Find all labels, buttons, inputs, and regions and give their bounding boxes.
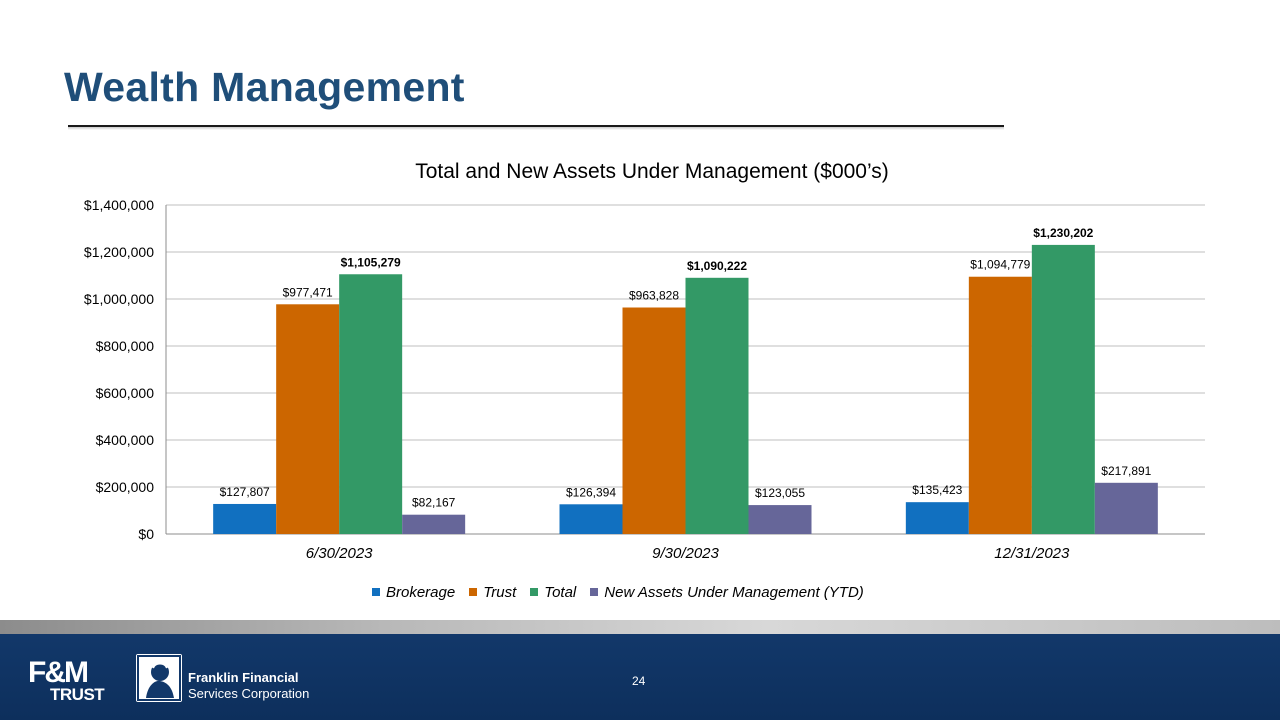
fm-logo-mark: F&M [28, 656, 89, 689]
legend-item: Brokerage [372, 584, 455, 601]
franklin-name-line2: Services Corporation [188, 686, 310, 701]
fm-trust-logo: F&M TRUST [28, 658, 120, 704]
y-tick-label: $1,400,000 [84, 197, 154, 213]
fm-logo-sub: TRUST [50, 685, 105, 704]
y-tick-label: $200,000 [96, 479, 155, 495]
title-divider-shadow [68, 127, 1004, 130]
x-tick-label: 12/31/2023 [994, 545, 1070, 562]
footer: F&M TRUST Franklin Financial Services Co… [0, 634, 1280, 720]
franklin-seal-icon [136, 654, 182, 702]
bar [402, 514, 466, 534]
data-label: $123,055 [755, 486, 805, 500]
franklin-financial-name: Franklin Financial Services Corporation [188, 670, 309, 702]
legend-item: New Assets Under Management (YTD) [590, 584, 864, 601]
slide-title: Wealth Management [64, 64, 465, 110]
x-tick-label: 6/30/2023 [306, 545, 373, 562]
bar [276, 304, 340, 534]
data-label: $977,471 [283, 285, 333, 299]
legend-label: New Assets Under Management (YTD) [604, 583, 864, 601]
data-label: $127,807 [220, 485, 270, 499]
data-label: $82,167 [412, 496, 456, 510]
data-label: $1,090,222 [687, 259, 747, 273]
legend-swatch [590, 588, 599, 596]
bar [748, 505, 812, 534]
y-tick-label: $1,200,000 [84, 244, 154, 260]
page-number: 24 [632, 674, 646, 688]
footer-band [0, 620, 1280, 634]
legend-swatch [530, 588, 539, 596]
legend-label: Total [544, 583, 577, 601]
data-label: $963,828 [629, 289, 679, 303]
bar [905, 502, 969, 534]
y-tick-label: $0 [138, 526, 154, 542]
franklin-name-line1: Franklin Financial [188, 670, 299, 685]
bar [339, 274, 403, 534]
bar [1094, 482, 1158, 534]
bar [559, 504, 623, 534]
title-divider [68, 125, 1004, 127]
data-label: $1,230,202 [1033, 226, 1093, 240]
y-tick-label: $1,000,000 [84, 291, 154, 307]
bar [968, 276, 1032, 534]
data-label: $135,423 [912, 483, 962, 497]
bar-chart: $0 $200,000 $400,000 $600,000 $800,000 $1,000… [84, 197, 1205, 562]
legend-item: Trust [469, 584, 516, 601]
data-label: $217,891 [1101, 464, 1151, 478]
bar [1031, 244, 1095, 534]
data-label: $126,394 [566, 485, 616, 499]
chart-legend: Brokerage Trust Total New Assets Under Mana… [372, 582, 864, 602]
legend-label: Trust [483, 583, 517, 601]
y-tick-label: $600,000 [96, 385, 155, 401]
y-tick-label: $400,000 [96, 432, 155, 448]
y-tick-label: $800,000 [96, 338, 155, 354]
bar [213, 503, 277, 534]
x-tick-label: 9/30/2023 [652, 545, 719, 562]
legend-swatch [469, 588, 478, 596]
bar [622, 307, 686, 534]
legend-label: Brokerage [386, 583, 456, 601]
legend-swatch [372, 588, 380, 596]
data-label: $1,105,279 [341, 255, 401, 269]
chart-title: Total and New Assets Under Management ($… [415, 160, 889, 183]
data-label: $1,094,779 [970, 258, 1030, 272]
legend-item: Total [530, 584, 576, 601]
bar [685, 277, 749, 534]
